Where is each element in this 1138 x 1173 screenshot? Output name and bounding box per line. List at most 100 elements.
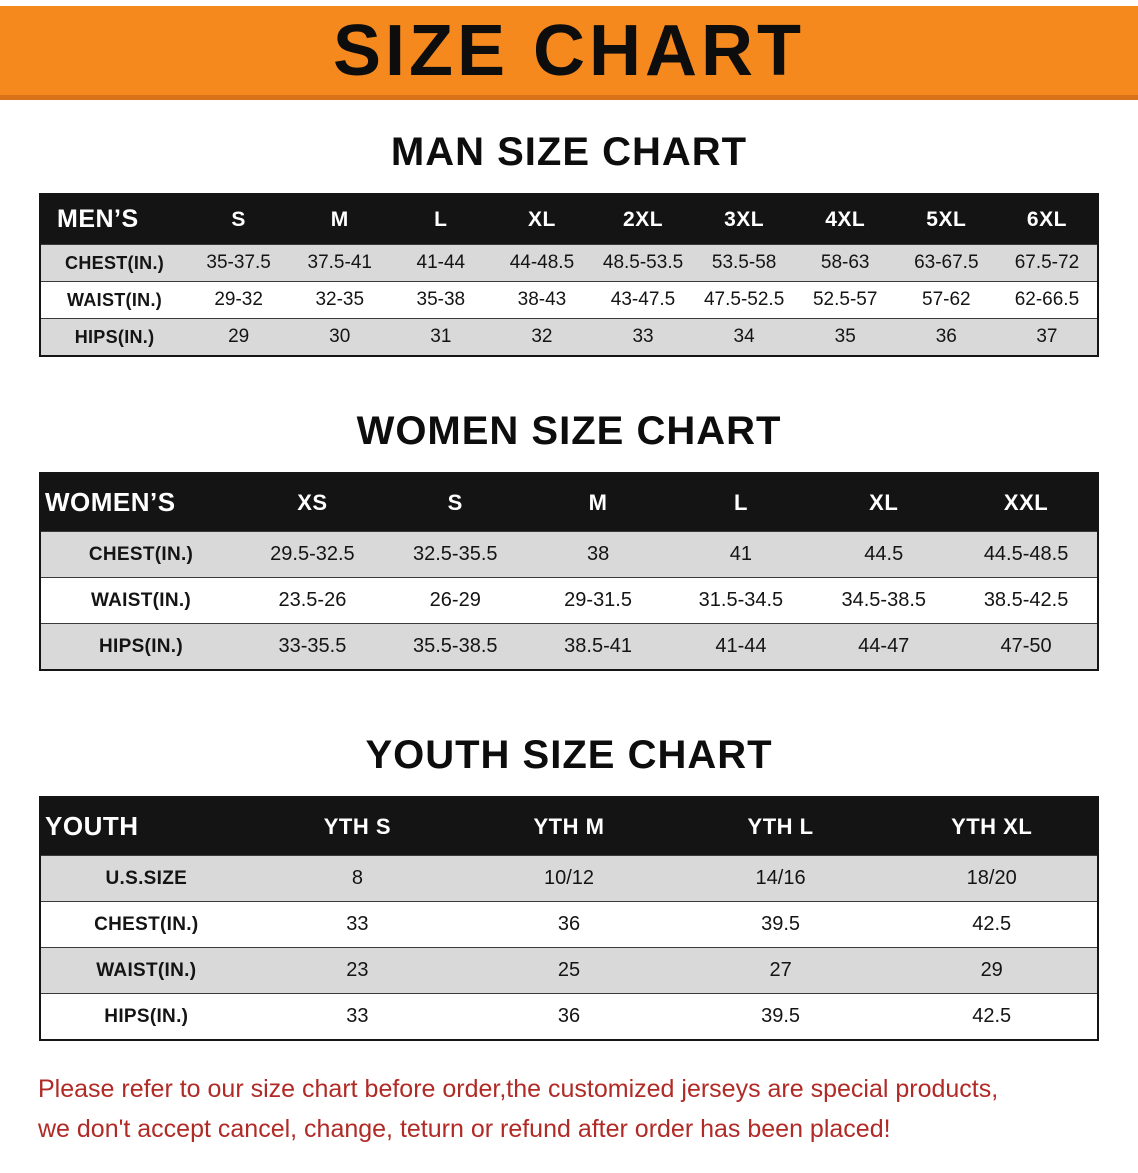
size-value-cell: 29: [886, 947, 1098, 994]
size-column-header: S: [188, 194, 290, 245]
size-value-cell: 44.5: [812, 531, 956, 578]
size-column-header: YTH XL: [886, 797, 1098, 856]
size-value-cell: 42.5: [886, 993, 1098, 1040]
size-value-cell: 62-66.5: [996, 281, 1098, 319]
size-value-cell: 29.5-32.5: [241, 531, 384, 578]
size-value-cell: 25: [463, 947, 675, 994]
size-value-cell: 39.5: [674, 993, 887, 1040]
size-value-cell: 32: [491, 318, 593, 356]
footer-notice: Please refer to our size chart before or…: [0, 1041, 1138, 1173]
size-value-cell: 14/16: [674, 855, 887, 902]
size-table: MEN’S S M L XL 2XL 3XL 4XL 5XL 6XL CHEST(IN.) 35-3…: [39, 193, 1099, 357]
chart-section: YOUTH SIZE CHART YOUTH YTH S YTH M YTH L YTH…: [0, 733, 1138, 1041]
size-value-cell: 31.5-34.5: [669, 577, 813, 624]
size-value-cell: 38: [526, 531, 670, 578]
table-header-row: MEN’S S M L XL 2XL 3XL 4XL 5XL 6XL: [40, 194, 1098, 245]
size-value-cell: 29-31.5: [526, 577, 670, 624]
size-value-cell: 39.5: [674, 901, 887, 948]
size-value-cell: 29-32: [188, 281, 290, 319]
size-column-header: M: [526, 473, 670, 532]
table-row: CHEST(IN.) 29.5-32.5 32.5-35.5 38 41 44.5 44.5…: [40, 531, 1098, 578]
size-value-cell: 42.5: [886, 901, 1098, 948]
size-table: YOUTH YTH S YTH M YTH L YTH XL U.S.SIZE 8 10/1…: [39, 796, 1099, 1041]
table-corner-label: WOMEN’S: [40, 473, 242, 532]
size-value-cell: 29: [188, 318, 290, 356]
size-column-header: YTH S: [251, 797, 464, 856]
size-value-cell: 57-62: [895, 281, 997, 319]
size-value-cell: 26-29: [383, 577, 527, 624]
size-column-header: XL: [812, 473, 956, 532]
charts-container: MAN SIZE CHART MEN’S S M L XL 2XL 3XL 4XL 5XL 6XL…: [0, 130, 1138, 1041]
table-row: WAIST(IN.) 23 25 27 29: [40, 947, 1098, 994]
row-label: CHEST(IN.): [40, 244, 189, 282]
chart-section: WOMEN SIZE CHART WOMEN’S XS S M L XL XXL CHEST…: [0, 409, 1138, 671]
size-value-cell: 37: [996, 318, 1098, 356]
size-column-header: L: [669, 473, 813, 532]
size-value-cell: 34.5-38.5: [812, 577, 956, 624]
size-value-cell: 35.5-38.5: [383, 623, 527, 670]
page-title: SIZE CHART: [333, 10, 805, 91]
size-column-header: 6XL: [996, 194, 1098, 245]
row-label: HIPS(IN.): [40, 623, 242, 670]
size-value-cell: 18/20: [886, 855, 1098, 902]
table-row: WAIST(IN.) 23.5-26 26-29 29-31.5 31.5-34.5 34…: [40, 577, 1098, 624]
size-value-cell: 35-37.5: [188, 244, 290, 282]
size-column-header: M: [289, 194, 391, 245]
row-label: CHEST(IN.): [40, 531, 242, 578]
table-header-row: YOUTH YTH S YTH M YTH L YTH XL: [40, 797, 1098, 856]
size-value-cell: 33-35.5: [241, 623, 384, 670]
size-value-cell: 33: [251, 901, 464, 948]
size-value-cell: 48.5-53.5: [592, 244, 694, 282]
size-value-cell: 27: [674, 947, 887, 994]
notice-line-1: Please refer to our size chart before or…: [38, 1075, 999, 1103]
row-label: CHEST(IN.): [40, 901, 252, 948]
size-value-cell: 35: [794, 318, 896, 356]
size-value-cell: 52.5-57: [794, 281, 896, 319]
section-heading: WOMEN SIZE CHART: [356, 409, 782, 453]
section-heading: MAN SIZE CHART: [390, 130, 748, 174]
table-header-row: WOMEN’S XS S M L XL XXL: [40, 473, 1098, 532]
size-column-header: 4XL: [794, 194, 896, 245]
size-table: WOMEN’S XS S M L XL XXL CHEST(IN.) 29.5-32.5 32.…: [39, 472, 1099, 671]
size-value-cell: 38.5-41: [526, 623, 670, 670]
size-column-header: S: [383, 473, 527, 532]
size-column-header: 3XL: [693, 194, 795, 245]
size-value-cell: 30: [289, 318, 391, 356]
table-row: HIPS(IN.) 29 30 31 32 33 34 35 36 37: [40, 318, 1098, 356]
size-value-cell: 33: [592, 318, 694, 356]
size-value-cell: 47-50: [955, 623, 1098, 670]
size-value-cell: 41-44: [669, 623, 813, 670]
size-value-cell: 43-47.5: [592, 281, 694, 319]
table-corner-label: MEN’S: [40, 194, 189, 245]
size-column-header: 2XL: [592, 194, 694, 245]
row-label: WAIST(IN.): [40, 577, 242, 624]
section-heading: YOUTH SIZE CHART: [365, 733, 773, 777]
size-value-cell: 23: [251, 947, 464, 994]
size-value-cell: 36: [895, 318, 997, 356]
size-column-header: YTH L: [674, 797, 887, 856]
table-row: CHEST(IN.) 33 36 39.5 42.5: [40, 901, 1098, 948]
size-column-header: XXL: [955, 473, 1098, 532]
size-value-cell: 34: [693, 318, 795, 356]
size-value-cell: 67.5-72: [996, 244, 1098, 282]
size-value-cell: 35-38: [390, 281, 492, 319]
size-value-cell: 8: [251, 855, 464, 902]
size-value-cell: 53.5-58: [693, 244, 795, 282]
size-value-cell: 44.5-48.5: [955, 531, 1098, 578]
size-value-cell: 31: [390, 318, 492, 356]
size-value-cell: 36: [463, 993, 675, 1040]
size-value-cell: 58-63: [794, 244, 896, 282]
table-row: U.S.SIZE 8 10/12 14/16 18/20: [40, 855, 1098, 902]
size-column-header: L: [390, 194, 492, 245]
size-column-header: 5XL: [895, 194, 997, 245]
banner: SIZE CHART: [0, 6, 1138, 100]
size-value-cell: 41-44: [390, 244, 492, 282]
row-label: WAIST(IN.): [40, 281, 189, 319]
chart-section: MAN SIZE CHART MEN’S S M L XL 2XL 3XL 4XL 5XL 6XL…: [0, 130, 1138, 357]
size-value-cell: 38-43: [491, 281, 593, 319]
table-row: HIPS(IN.) 33-35.5 35.5-38.5 38.5-41 41-44 44-…: [40, 623, 1098, 670]
row-label: HIPS(IN.): [40, 318, 189, 356]
size-value-cell: 36: [463, 901, 675, 948]
row-label: HIPS(IN.): [40, 993, 252, 1040]
table-corner-label: YOUTH: [40, 797, 252, 856]
